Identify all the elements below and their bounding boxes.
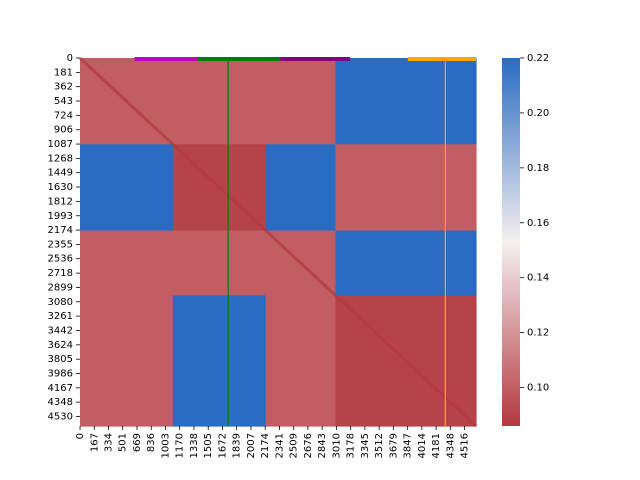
colorbar: 0.10 0.12 0.14 0.16 0.18 0.20 0.22	[502, 53, 549, 426]
x-tick-label: 4014	[417, 433, 428, 458]
colorbar-tick-label: 0.20	[527, 108, 549, 119]
y-tick-label: 1630	[48, 182, 73, 193]
x-tick-label: 1839	[232, 433, 243, 458]
x-tick-label: 2007	[246, 433, 257, 458]
heatmap-cell	[265, 144, 337, 232]
x-tick-label: 2843	[317, 433, 328, 458]
colorbar-tick-label: 0.10	[527, 383, 549, 394]
y-tick-label: 4530	[48, 412, 73, 423]
segment-bar	[280, 57, 350, 61]
y-tick-label: 1087	[48, 139, 73, 150]
y-tick-label: 181	[54, 67, 73, 78]
x-tick-label: 1003	[160, 433, 171, 458]
y-tick-label: 906	[54, 125, 73, 136]
colorbar-tick-label: 0.18	[527, 163, 549, 174]
x-tick-label: 1170	[175, 433, 186, 458]
diagonal-line	[78, 56, 478, 428]
x-tick-label: 3679	[388, 433, 399, 458]
x-tick-label: 1338	[189, 433, 200, 458]
heatmap-cell	[335, 230, 477, 297]
x-tick-label: 1505	[203, 433, 214, 458]
colorbar-gradient	[502, 58, 520, 426]
x-tick-label: 2676	[303, 433, 314, 458]
y-tick-label: 3261	[48, 311, 73, 322]
y-tick-label: 1268	[48, 153, 73, 164]
x-tick-label: 2509	[289, 433, 300, 458]
x-tick-label: 836	[146, 433, 157, 452]
y-tick-label: 2899	[48, 282, 73, 293]
x-tick-label: 4516	[460, 433, 471, 458]
x-tick-label: 669	[132, 433, 143, 452]
colorbar-tick-label: 0.14	[527, 273, 549, 284]
heatmap-cell	[80, 295, 174, 427]
x-tick-label: 0	[75, 433, 86, 439]
y-tick-label: 3442	[48, 325, 73, 336]
x-tick-label: 3512	[374, 433, 385, 458]
y-tick-label: 3624	[48, 340, 73, 351]
heatmap-cell	[265, 295, 337, 427]
y-tick-label: 543	[54, 96, 73, 107]
x-tick-label: 3345	[360, 433, 371, 458]
y-tick-label: 4348	[48, 397, 73, 408]
heatmap-cell	[335, 58, 477, 145]
y-tick-label: 724	[54, 110, 73, 121]
y-axis: 0 181 362 543 724 906 1087 1268 1449 1630 1812 1993…	[48, 53, 80, 423]
y-tick-label: 1449	[48, 168, 73, 179]
y-tick-label: 3080	[48, 297, 73, 308]
heatmap-cell	[172, 58, 267, 145]
colorbar-tick-label: 0.16	[527, 218, 549, 229]
x-tick-label: 334	[103, 433, 114, 452]
x-tick-label: 4348	[445, 433, 456, 458]
y-tick-label: 2174	[48, 225, 73, 236]
y-tick-label: 3805	[48, 354, 73, 365]
y-tick-label: 2355	[48, 239, 73, 250]
x-tick-label: 2174	[260, 433, 271, 458]
x-tick-label: 3178	[346, 433, 357, 458]
heatmap-cell	[172, 230, 267, 297]
x-tick-label: 501	[118, 433, 129, 452]
y-tick-label: 1993	[48, 211, 73, 222]
heatmap-cell	[80, 144, 174, 232]
x-tick-label: 2341	[274, 433, 285, 458]
segment-bars	[134, 57, 476, 61]
x-tick-label: 3847	[403, 433, 414, 458]
heatmap-cell	[335, 144, 477, 232]
x-tick-label: 3010	[331, 433, 342, 458]
heatmap-diagonal	[78, 56, 478, 428]
y-tick-label: 0	[67, 53, 73, 64]
segment-bar	[407, 57, 476, 61]
y-tick-label: 3986	[48, 368, 73, 379]
y-tick-label: 2536	[48, 254, 73, 265]
heatmap-cell	[265, 58, 337, 145]
y-tick-label: 4167	[48, 383, 73, 394]
y-tick-label: 2718	[48, 268, 73, 279]
vertical-marker-lines	[227, 58, 446, 426]
colorbar-tick-label: 0.22	[527, 53, 549, 64]
heatmap-cell	[172, 295, 267, 427]
segment-bar	[197, 57, 281, 61]
segment-bar	[134, 57, 198, 61]
y-tick-label: 362	[54, 82, 73, 93]
colorbar-tick-label: 0.12	[527, 328, 549, 339]
x-tick-label: 1672	[217, 433, 228, 458]
x-axis: 0 167 334 501 669 836 1003 1170 1338 1505 1672 1839…	[75, 426, 471, 458]
y-tick-label: 1812	[48, 196, 73, 207]
heatmap-cells	[80, 58, 477, 427]
x-tick-label: 4181	[431, 433, 442, 458]
heatmap-cell	[80, 230, 174, 297]
x-tick-label: 167	[89, 433, 100, 452]
